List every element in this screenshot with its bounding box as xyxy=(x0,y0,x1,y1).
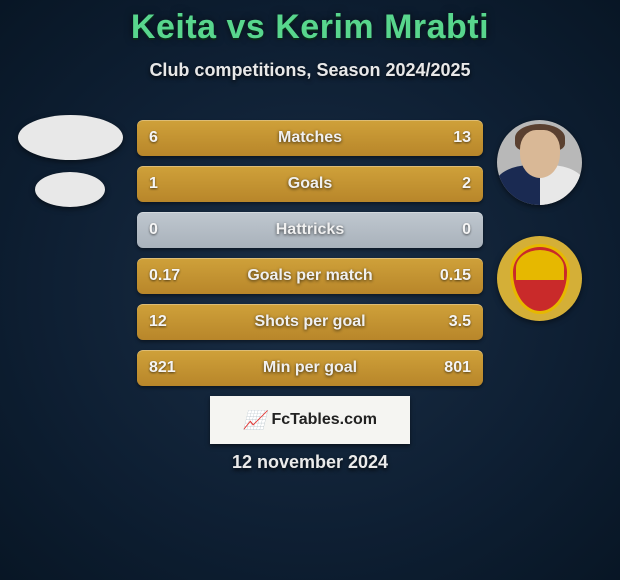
stat-left-value: 0 xyxy=(149,221,189,239)
player-right-avatar xyxy=(497,120,582,205)
stat-row: 6Matches13 xyxy=(137,120,483,156)
stat-row: 12Shots per goal3.5 xyxy=(137,304,483,340)
subtitle: Club competitions, Season 2024/2025 xyxy=(0,60,620,81)
stat-row: 1Goals2 xyxy=(137,166,483,202)
stat-right-value: 0.15 xyxy=(431,267,471,285)
player-left-avatar-placeholder-2 xyxy=(35,172,105,207)
stats-list: 6Matches13 1Goals2 0Hattricks0 0.17Goals pe… xyxy=(137,120,483,396)
stat-right-value: 0 xyxy=(431,221,471,239)
stat-left-value: 6 xyxy=(149,129,189,147)
stat-right-value: 2 xyxy=(431,175,471,193)
chart-icon: 📈 xyxy=(243,410,265,431)
stat-right-value: 3.5 xyxy=(431,313,471,331)
stat-right-value: 13 xyxy=(431,129,471,147)
avatar-face xyxy=(520,130,560,178)
stat-left-value: 0.17 xyxy=(149,267,189,285)
stat-row: 821Min per goal801 xyxy=(137,350,483,386)
crest-icon xyxy=(510,244,570,314)
stat-left-value: 821 xyxy=(149,359,189,377)
page-title: Keita vs Kerim Mrabti xyxy=(0,8,620,47)
stat-right-value: 801 xyxy=(431,359,471,377)
player-right-club-crest xyxy=(497,236,582,321)
stat-left-value: 1 xyxy=(149,175,189,193)
source-badge: 📈 FcTables.com xyxy=(210,396,410,444)
date-text: 12 november 2024 xyxy=(0,452,620,473)
source-badge-text: FcTables.com xyxy=(271,411,377,429)
stat-row: 0.17Goals per match0.15 xyxy=(137,258,483,294)
stat-row: 0Hattricks0 xyxy=(137,212,483,248)
player-left-avatar-placeholder-1 xyxy=(18,115,123,160)
stat-left-value: 12 xyxy=(149,313,189,331)
